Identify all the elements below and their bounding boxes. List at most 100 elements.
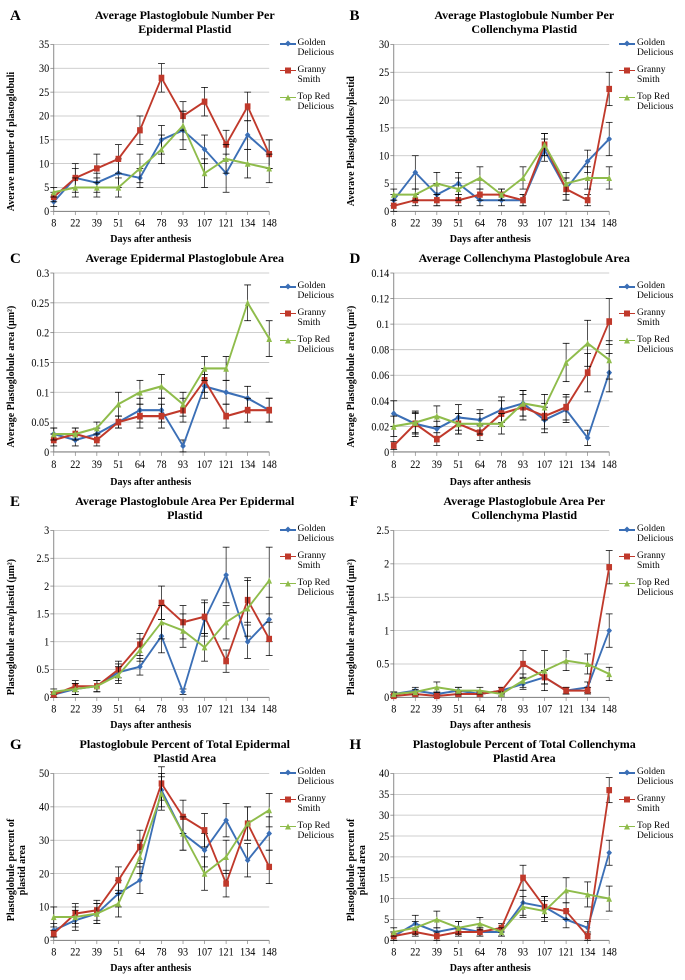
svg-text:20: 20 (39, 110, 49, 123)
legend-item: Top Red Delicious (619, 578, 679, 599)
svg-text:10: 10 (39, 158, 49, 171)
svg-text:107: 107 (536, 459, 552, 472)
svg-text:78: 78 (156, 459, 167, 472)
legend: Golden DeliciousGranny SmithTop Red Deli… (619, 767, 679, 848)
svg-text:64: 64 (474, 703, 485, 716)
svg-text:2: 2 (384, 558, 389, 571)
svg-text:148: 148 (601, 946, 616, 959)
svg-text:93: 93 (517, 703, 527, 716)
svg-text:20: 20 (39, 868, 49, 881)
svg-text:51: 51 (113, 459, 123, 472)
svg-text:39: 39 (431, 217, 441, 230)
legend-item: Golden Delicious (619, 281, 679, 302)
y-axis-label: Average Plastoglobule area (µm²) (6, 265, 20, 488)
svg-text:78: 78 (496, 946, 506, 959)
svg-text:121: 121 (558, 703, 573, 716)
legend-item: Top Red Delicious (280, 92, 340, 113)
legend-item: Golden Delicious (280, 524, 340, 545)
svg-text:0: 0 (44, 934, 49, 947)
figure-grid: AAverage Plastoglobule Number PerEpiderm… (6, 6, 679, 974)
svg-text:134: 134 (240, 946, 256, 959)
svg-text:10: 10 (379, 893, 389, 906)
svg-text:51: 51 (113, 703, 123, 716)
svg-text:8: 8 (391, 703, 396, 716)
svg-text:78: 78 (156, 946, 166, 959)
y-axis-label: Plastoglobule area/plastid (µm²) (6, 523, 20, 731)
svg-text:8: 8 (391, 217, 396, 230)
svg-text:148: 148 (601, 703, 616, 716)
svg-text:15: 15 (379, 872, 389, 885)
svg-text:22: 22 (410, 703, 420, 716)
svg-text:10: 10 (379, 150, 389, 163)
x-axis-label: Days after anthesis (362, 963, 680, 974)
panel-title: Plastoglobule Percent of Total Epidermal… (40, 737, 330, 766)
svg-text:51: 51 (453, 459, 463, 472)
svg-text:39: 39 (92, 459, 103, 472)
svg-text:107: 107 (197, 946, 213, 959)
legend-item: Granny Smith (619, 794, 679, 815)
svg-text:78: 78 (496, 459, 507, 472)
svg-text:78: 78 (496, 217, 506, 230)
panel-title: Average Collenchyma Plastoglobule Area (380, 251, 670, 265)
legend-item: Top Red Delicious (619, 335, 679, 356)
legend: Golden DeliciousGranny SmithTop Red Deli… (619, 524, 679, 605)
svg-text:0.08: 0.08 (371, 344, 389, 357)
y-axis-label: Plastoglobule area/plastid (µm²) (346, 523, 360, 731)
legend: Golden DeliciousGranny SmithTop Red Deli… (619, 281, 679, 362)
x-axis-label: Days after anthesis (22, 963, 340, 974)
panel-label: H (350, 737, 362, 754)
svg-text:2.5: 2.5 (36, 552, 49, 565)
legend-item: Top Red Delicious (280, 578, 340, 599)
svg-text:0: 0 (44, 205, 49, 218)
svg-text:51: 51 (113, 217, 123, 230)
svg-text:148: 148 (262, 459, 278, 472)
svg-text:93: 93 (178, 217, 188, 230)
svg-text:1.5: 1.5 (36, 608, 49, 621)
svg-text:64: 64 (474, 459, 485, 472)
svg-text:64: 64 (474, 217, 485, 230)
legend-item: Golden Delicious (280, 38, 340, 59)
legend-item: Top Red Delicious (280, 335, 340, 356)
legend-item: Golden Delicious (280, 767, 340, 788)
panel-label: F (350, 494, 359, 511)
svg-text:25: 25 (39, 86, 49, 99)
svg-text:0: 0 (44, 447, 49, 460)
svg-text:64: 64 (135, 946, 146, 959)
svg-text:8: 8 (51, 217, 56, 230)
legend: Golden DeliciousGranny SmithTop Red Deli… (619, 38, 679, 119)
svg-text:0: 0 (384, 447, 389, 460)
panel-title: Plastoglobule Percent of Total Collenchy… (380, 737, 670, 766)
svg-text:0.3: 0.3 (36, 268, 49, 281)
chart-panel-B: BAverage Plastoglobule Number PerCollenc… (346, 6, 680, 245)
svg-text:39: 39 (92, 217, 102, 230)
svg-text:30: 30 (39, 834, 49, 847)
svg-text:3: 3 (44, 525, 49, 538)
svg-text:0: 0 (384, 691, 389, 704)
y-axis-label: Plastoglobule percent ofplastid area (6, 766, 20, 974)
svg-text:93: 93 (517, 946, 527, 959)
y-axis-label: Plastoglobule percent ofplastid area (346, 766, 360, 974)
legend: Golden DeliciousGranny SmithTop Red Deli… (280, 767, 340, 848)
svg-text:148: 148 (601, 217, 616, 230)
svg-text:93: 93 (178, 459, 189, 472)
svg-text:148: 148 (262, 703, 277, 716)
panel-title: Average Epidermal Plastoglobule Area (40, 251, 330, 265)
svg-text:0: 0 (384, 934, 389, 947)
chart-panel-F: FAverage Plastoglobule Area PerCollenchy… (346, 492, 680, 731)
legend-item: Granny Smith (619, 65, 679, 86)
legend-item: Golden Delicious (619, 38, 679, 59)
legend-item: Top Red Delicious (619, 821, 679, 842)
x-axis-label: Days after anthesis (22, 477, 340, 488)
chart-panel-A: AAverage Plastoglobule Number PerEpiderm… (6, 6, 340, 245)
svg-text:107: 107 (536, 217, 552, 230)
svg-text:1: 1 (44, 636, 49, 649)
svg-text:107: 107 (197, 459, 213, 472)
svg-text:10: 10 (39, 901, 49, 914)
svg-text:121: 121 (558, 946, 573, 959)
svg-text:0.5: 0.5 (36, 664, 49, 677)
svg-text:51: 51 (113, 946, 123, 959)
chart-panel-H: H Plastoglobule Percent of Total Collench… (346, 735, 680, 974)
svg-text:64: 64 (135, 217, 146, 230)
svg-text:20: 20 (379, 851, 389, 864)
panel-label: G (10, 737, 22, 754)
